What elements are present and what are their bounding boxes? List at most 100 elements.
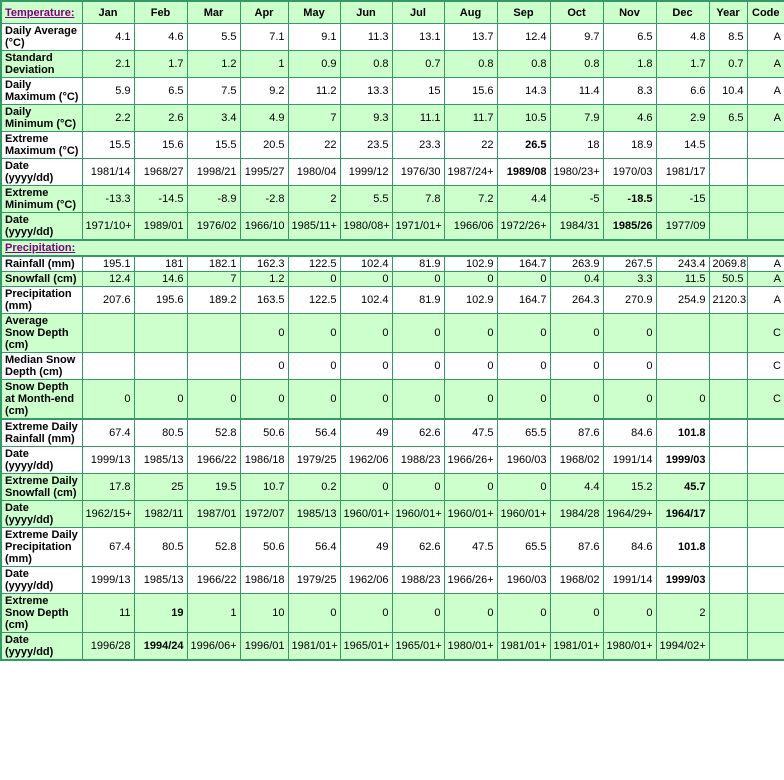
data-cell [708,446,748,474]
data-cell: 122.5 [287,255,341,272]
temperature-section-link[interactable]: Temperature: [5,6,75,19]
data-cell [746,185,784,213]
data-cell [655,352,710,380]
data-cell: 19 [133,593,188,633]
data-cell: 1972/07 [239,500,289,528]
data-cell: 0.9 [287,50,341,78]
data-cell: 1979/25 [287,566,341,594]
data-cell: 101.8 [655,527,710,567]
data-cell: 1984/31 [549,212,604,241]
data-cell: 7.9 [549,104,604,132]
data-cell: 10.7 [239,473,289,501]
data-cell: 1988/23 [391,566,445,594]
column-header-nov: Nov [602,0,657,24]
data-cell: 11.1 [391,104,445,132]
table-row: Date (yyyy/dd) 1971/10+ 1989/01 1976/02 1966… [0,212,784,241]
data-cell: 1989/01 [133,212,188,241]
data-cell: 18.9 [602,131,657,159]
data-cell: 10 [239,593,289,633]
data-cell: 0 [239,352,289,380]
table-row: Daily Minimum (°C) 2.2 2.6 3.4 4.9 7 9.3 11.1 11… [0,104,784,132]
data-cell: 2.2 [81,104,135,132]
data-cell [708,158,748,186]
data-cell: 23.3 [391,131,445,159]
data-cell: 0 [443,593,498,633]
data-cell: 0 [287,593,341,633]
data-cell: 101.8 [655,418,710,447]
data-cell: 2.1 [81,50,135,78]
row-label: Extreme Daily Precipitation (mm) [0,527,83,567]
data-cell: 0 [391,379,445,420]
row-label: Extreme Minimum (°C) [0,185,83,213]
data-cell [746,566,784,594]
column-header-dec: Dec [655,0,710,24]
data-cell: 1979/25 [287,446,341,474]
data-cell: 1984/28 [549,500,604,528]
data-cell [708,185,748,213]
row-label: Median Snow Depth (cm) [0,352,83,380]
data-cell: 26.5 [496,131,551,159]
data-cell: 22 [287,131,341,159]
data-cell: 62.6 [391,527,445,567]
data-cell: 7.2 [443,185,498,213]
data-cell: 1999/03 [655,566,710,594]
data-cell: 1987/24+ [443,158,498,186]
data-cell: 0 [496,593,551,633]
data-cell [708,566,748,594]
data-cell: 1999/03 [655,446,710,474]
data-cell: -2.8 [239,185,289,213]
table-row: Date (yyyy/dd) 1962/15+ 1982/11 1987/01 1972… [0,500,784,528]
data-cell: C [746,313,784,353]
data-cell: 1980/01+ [443,632,498,661]
data-cell [708,131,748,159]
data-cell: 1970/03 [602,158,657,186]
data-cell: 1964/29+ [602,500,657,528]
data-cell: 20.5 [239,131,289,159]
data-cell: -5 [549,185,604,213]
data-cell: 0 [287,313,341,353]
data-cell: 13.7 [443,23,498,51]
data-cell: 1985/13 [287,500,341,528]
data-cell: 254.9 [655,286,710,314]
temperature-section-cell: Temperature: [0,0,83,24]
data-cell: 81.9 [391,286,445,314]
table-row: Extreme Maximum (°C) 15.5 15.6 15.5 20.5 22 23… [0,131,784,159]
column-header-jan: Jan [81,0,135,24]
data-cell: 5.5 [339,185,393,213]
column-header-feb: Feb [133,0,188,24]
table-row: Extreme Daily Precipitation (mm) 67.4 80.5… [0,527,784,567]
data-cell: 17.8 [81,473,135,501]
row-label: Precipitation (mm) [0,286,83,314]
data-cell: 122.5 [287,286,341,314]
data-cell: 87.6 [549,527,604,567]
data-cell: 9.1 [287,23,341,51]
data-cell: 45.7 [655,473,710,501]
data-cell: 1980/08+ [339,212,393,241]
data-cell: 0 [496,352,551,380]
data-cell: 1996/06+ [186,632,241,661]
data-cell: 102.9 [443,286,498,314]
data-cell: 0.7 [391,50,445,78]
data-cell: 189.2 [186,286,241,314]
data-cell: 12.4 [81,271,135,287]
data-cell: 0.7 [708,50,748,78]
data-cell: 0.8 [443,50,498,78]
data-cell: 14.5 [655,131,710,159]
data-cell [708,593,748,633]
data-cell: 0 [549,352,604,380]
data-cell: 263.9 [549,255,604,272]
table-row: Standard Deviation 2.1 1.7 1.2 1 0.9 0.8 0.7 0.8… [0,50,784,78]
data-cell: 1966/06 [443,212,498,241]
data-cell: 49 [339,527,393,567]
data-cell: 8.3 [602,77,657,105]
data-cell: 1972/26+ [496,212,551,241]
data-cell: 4.8 [655,23,710,51]
data-cell: 0 [81,379,135,420]
data-cell: 0 [602,593,657,633]
precipitation-section-link[interactable]: Precipitation: [5,242,76,254]
data-cell: 1.7 [655,50,710,78]
row-label: Date (yyyy/dd) [0,212,83,241]
data-cell: 1.8 [602,50,657,78]
data-cell [746,418,784,447]
data-cell: 1982/11 [133,500,188,528]
